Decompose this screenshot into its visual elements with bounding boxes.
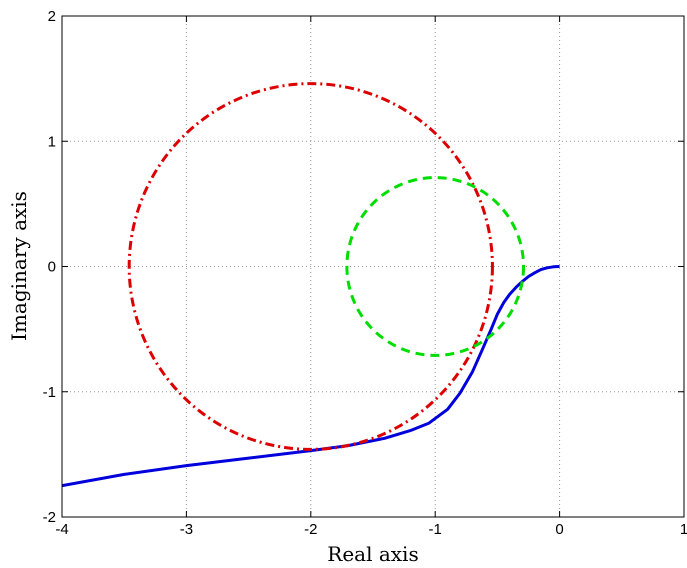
y-tick-label: -1 xyxy=(43,384,56,401)
x-tick-label: -4 xyxy=(55,521,68,538)
series-layer xyxy=(62,82,560,488)
tick-labels: -4 -3 -2 -1 0 1 -2 -1 0 1 2 xyxy=(43,8,687,538)
x-tick-label: 0 xyxy=(555,521,563,538)
y-tick-label: 0 xyxy=(48,259,56,276)
x-tick-label: -1 xyxy=(429,521,442,538)
plot-area-background xyxy=(62,16,684,517)
green-dashed-circle xyxy=(345,176,526,357)
ticks xyxy=(61,15,685,518)
x-axis-label: Real axis xyxy=(327,542,418,566)
x-tick-label: -2 xyxy=(304,521,317,538)
red-dash-dot-circle xyxy=(127,82,494,451)
y-axis-label: Imaginary axis xyxy=(7,191,31,341)
y-tick-label: 2 xyxy=(48,8,56,25)
y-tick-label: 1 xyxy=(48,133,56,150)
x-tick-label: -3 xyxy=(180,521,193,538)
x-tick-label: 1 xyxy=(680,521,687,538)
y-tick-label: -2 xyxy=(43,509,56,526)
